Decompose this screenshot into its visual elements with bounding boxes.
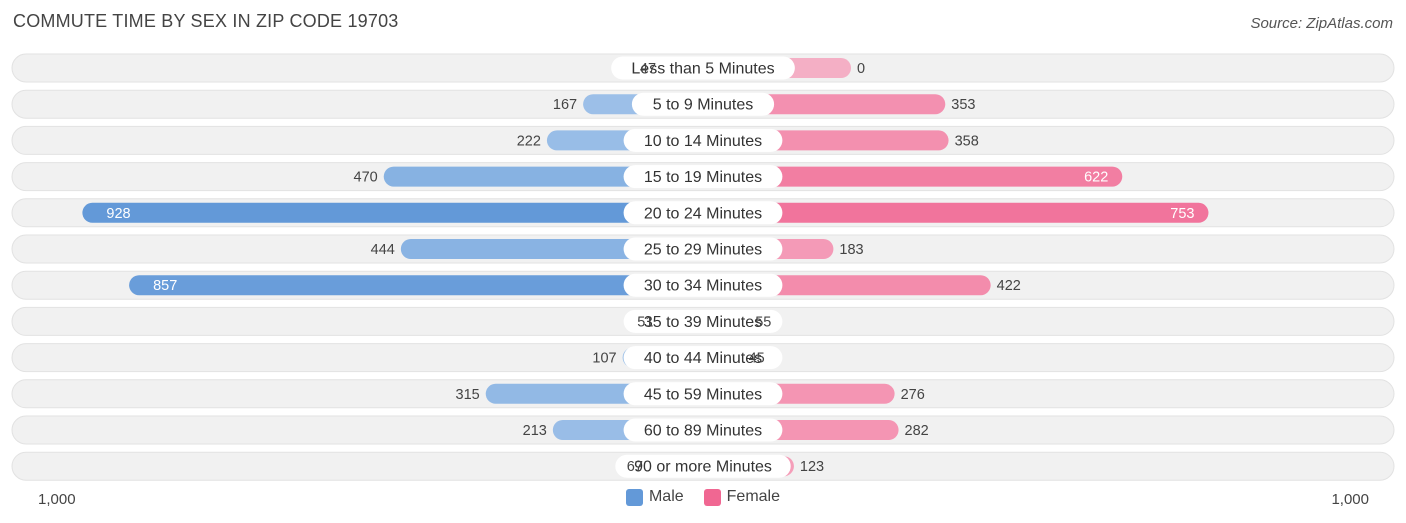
value-label-male: 213 — [523, 423, 547, 439]
bar-female — [703, 166, 1123, 187]
legend-label-female: Female — [726, 488, 781, 505]
axis-left-label: 1,000 — [38, 491, 76, 508]
value-label-male: 470 — [354, 170, 378, 186]
legend: Male Female — [0, 488, 1406, 506]
category-label: 15 to 19 Minutes — [644, 169, 762, 186]
value-label-female: 282 — [905, 423, 929, 439]
value-label-male: 167 — [553, 97, 577, 113]
category-label-background — [623, 418, 783, 442]
category-label-background — [623, 382, 783, 406]
category-label: 60 to 89 Minutes — [644, 423, 762, 440]
category-label-background — [611, 56, 795, 80]
chart-title: COMMUTE TIME BY SEX IN ZIP CODE 19703 — [13, 11, 399, 31]
category-label: 90 or more Minutes — [634, 459, 772, 476]
category-label-background — [623, 128, 783, 152]
category-label-background — [623, 201, 783, 225]
value-label-male: 444 — [371, 242, 395, 258]
value-label-male: 857 — [153, 278, 177, 294]
category-label-background — [623, 309, 783, 333]
category-label-background — [615, 454, 791, 478]
legend-swatch-female — [703, 488, 721, 506]
category-label: 40 to 44 Minutes — [644, 350, 762, 367]
category-label: 25 to 29 Minutes — [644, 242, 762, 259]
value-label-female: 422 — [997, 278, 1021, 294]
bar-male — [383, 166, 703, 187]
value-label-female: 358 — [955, 133, 979, 149]
value-label-male: 222 — [517, 133, 541, 149]
legend-item-male: Male — [625, 488, 684, 506]
category-label: 10 to 14 Minutes — [644, 133, 762, 150]
legend-item-female: Female — [703, 488, 781, 506]
category-label: 45 to 59 Minutes — [644, 386, 762, 403]
value-label-female: 0 — [857, 61, 865, 77]
category-label-background — [623, 273, 783, 297]
category-label: 20 to 24 Minutes — [644, 205, 762, 222]
value-label-male: 47 — [640, 61, 656, 77]
value-label-female: 622 — [1084, 170, 1108, 186]
category-label: Less than 5 Minutes — [631, 61, 774, 78]
value-label-male: 67 — [627, 459, 643, 475]
value-label-male: 51 — [637, 314, 653, 330]
value-label-female: 276 — [901, 387, 925, 403]
value-label-female: 753 — [1170, 206, 1194, 222]
bar-male — [82, 202, 704, 223]
legend-swatch-male — [625, 488, 643, 506]
value-label-male: 315 — [456, 387, 480, 403]
axis-right-label: 1,000 — [1331, 491, 1369, 508]
bar-female — [703, 202, 1209, 223]
legend-label-male: Male — [648, 488, 684, 505]
category-label-background — [623, 237, 783, 261]
category-label: 5 to 9 Minutes — [653, 97, 754, 114]
category-label-background — [623, 165, 783, 189]
category-label-background — [623, 346, 783, 370]
value-label-female: 353 — [951, 97, 975, 113]
value-label-male: 928 — [106, 206, 130, 222]
category-label: 30 to 34 Minutes — [644, 278, 762, 295]
value-label-female: 45 — [749, 351, 765, 367]
value-label-female: 123 — [800, 459, 824, 475]
value-label-female: 183 — [839, 242, 863, 258]
value-label-female: 55 — [755, 314, 771, 330]
category-label-background — [631, 92, 775, 116]
source-label: Source: ZipAtlas.com — [1250, 15, 1393, 32]
category-label: 35 to 39 Minutes — [644, 314, 762, 331]
value-label-male: 107 — [592, 351, 616, 367]
bar-male — [129, 275, 703, 296]
